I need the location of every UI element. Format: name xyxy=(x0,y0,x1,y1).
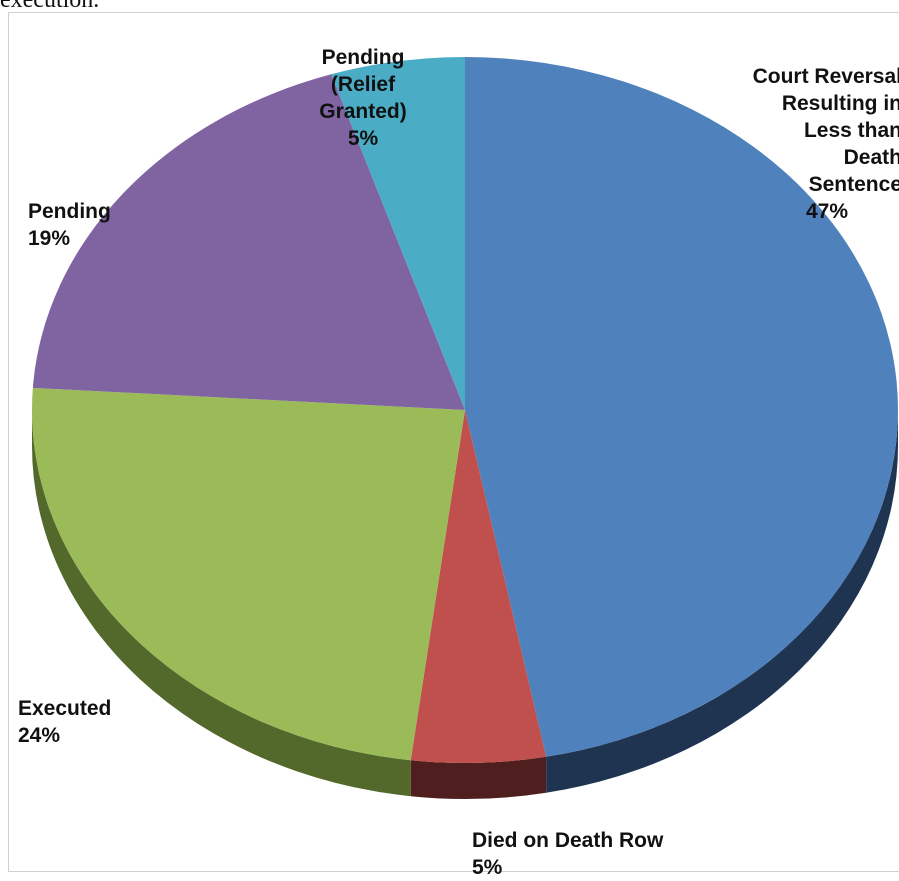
pie-slice-side-died-on-death-row xyxy=(410,756,547,799)
pie-slice-executed xyxy=(31,387,465,761)
slice-label-court-reversal-text: Court Reversal Resulting in Less than De… xyxy=(752,65,899,196)
slice-label-relief-text: Pending (Relief Granted) xyxy=(319,46,407,123)
pie-slice-side-executed xyxy=(32,410,411,797)
pie-slice-pending-relief-granted xyxy=(331,57,465,410)
pie-slice-died-on-death-row xyxy=(410,410,547,763)
pie-slice-pending xyxy=(32,74,465,411)
slice-label-relief-percent: 5% xyxy=(347,127,379,150)
slice-label-died-on-death-row: Died on Death Row 5% xyxy=(472,800,772,881)
slice-label-court-reversal: Court Reversal Resulting in Less than De… xyxy=(712,36,899,252)
pie-slice-side-court-reversal xyxy=(546,410,898,793)
slice-label-pending-text: Pending xyxy=(28,200,111,223)
slice-label-executed-text: Executed xyxy=(18,697,112,720)
slice-label-executed-percent: 24% xyxy=(18,724,61,747)
slice-label-pending-percent: 19% xyxy=(28,227,71,250)
slice-label-pending-relief-granted: Pending (Relief Granted) 5% xyxy=(300,17,426,179)
preceding-text-fragment: execution. xyxy=(0,0,100,13)
slice-label-died-text: Died on Death Row xyxy=(472,829,664,852)
pie-slice-court-reversal xyxy=(465,57,898,757)
slice-label-died-percent: 5% xyxy=(472,856,503,879)
slice-label-pending: Pending 19% xyxy=(28,171,148,279)
slice-label-executed: Executed 24% xyxy=(18,668,138,776)
pie-chart xyxy=(31,57,898,799)
slice-label-court-reversal-percent: 47% xyxy=(805,200,849,223)
